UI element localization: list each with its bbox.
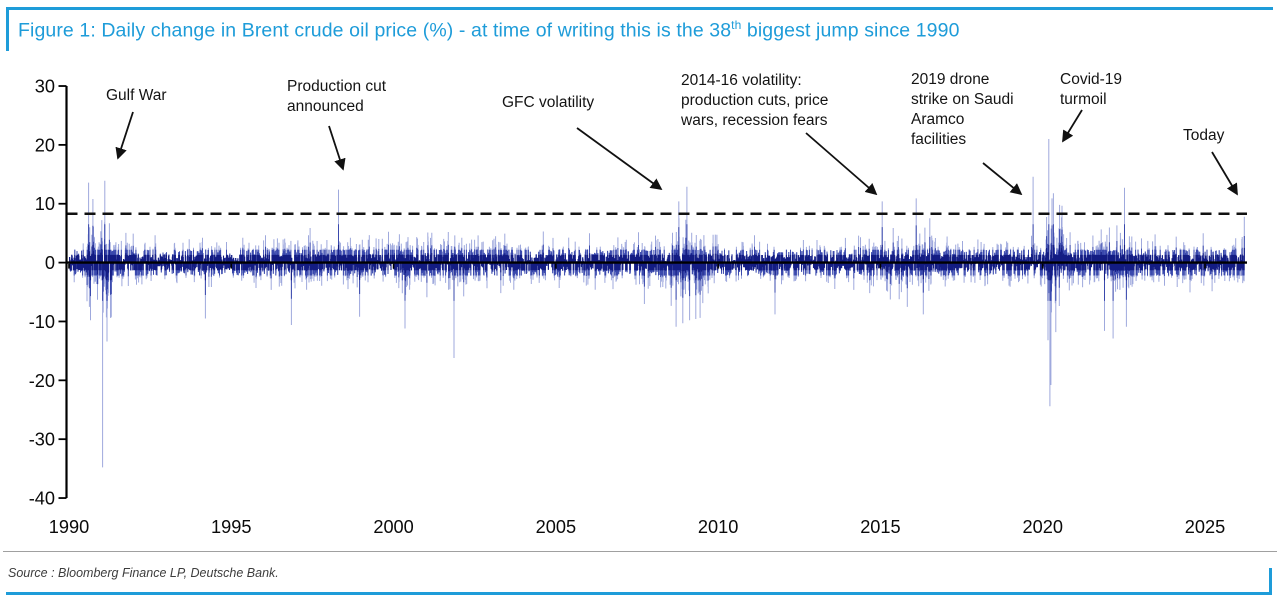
svg-text:2020: 2020 — [1022, 517, 1062, 537]
production-cut-arrow — [328, 125, 346, 171]
footer-bottom-border — [6, 592, 1272, 595]
svg-text:1990: 1990 — [49, 517, 89, 537]
annotation-covid-19-turmoil: Covid-19 turmoil — [1060, 71, 1123, 108]
x-axis: 1990 1995 2000 2005 2010 2015 2020 2025 — [49, 263, 1225, 537]
figure-title-suffix: biggest jump since 1990 — [741, 19, 960, 42]
footer-separator-line — [3, 551, 1277, 552]
svg-text:-40: -40 — [29, 489, 55, 509]
vol-2014-16-arrow — [805, 132, 878, 196]
svg-text:2010: 2010 — [698, 517, 738, 537]
svg-text:-10: -10 — [29, 312, 55, 332]
svg-text:2000: 2000 — [373, 517, 413, 537]
annotation-gulf-war: Gulf War — [106, 87, 167, 104]
svg-text:30: 30 — [35, 77, 55, 97]
today-arrow — [1211, 151, 1238, 196]
svg-text:0: 0 — [45, 253, 55, 273]
annotation-2019-drone-strike: 2019 drone strike on Saudi Aramco facili… — [911, 71, 1014, 148]
figure-title-text: Figure 1: Daily change in Brent crude oi… — [18, 19, 732, 42]
svg-text:-20: -20 — [29, 371, 55, 391]
annotation-production-cut: Production cut announced — [287, 78, 387, 115]
svg-text:2015: 2015 — [860, 517, 900, 537]
gfc-arrow — [576, 127, 663, 191]
annotation-today: Today — [1183, 127, 1225, 144]
source-note: Source : Bloomberg Finance LP, Deutsche … — [8, 566, 279, 580]
annotation-gfc-volatility: GFC volatility — [502, 94, 595, 111]
footer-right-border — [1269, 568, 1272, 595]
figure-title: Figure 1: Daily change in Brent crude oi… — [18, 18, 960, 43]
drone-2019-arrow — [982, 162, 1023, 196]
svg-text:10: 10 — [35, 194, 55, 214]
annotation-arrows — [115, 109, 1238, 196]
svg-text:-30: -30 — [29, 430, 55, 450]
figure-title-superscript: th — [731, 18, 742, 32]
title-top-border — [6, 7, 1273, 10]
svg-text:1995: 1995 — [211, 517, 251, 537]
covid-arrow — [1062, 109, 1083, 143]
y-axis: 30 20 10 0 -10 -20 -30 -40 — [29, 77, 68, 509]
annotation-2014-16-volatility: 2014-16 volatility: production cuts, pri… — [681, 72, 829, 129]
svg-text:2025: 2025 — [1185, 517, 1225, 537]
svg-text:20: 20 — [35, 135, 55, 155]
title-left-border — [6, 7, 9, 51]
svg-text:2005: 2005 — [536, 517, 576, 537]
gulf-war-arrow — [115, 111, 134, 160]
daily-change-bars — [69, 139, 1245, 468]
